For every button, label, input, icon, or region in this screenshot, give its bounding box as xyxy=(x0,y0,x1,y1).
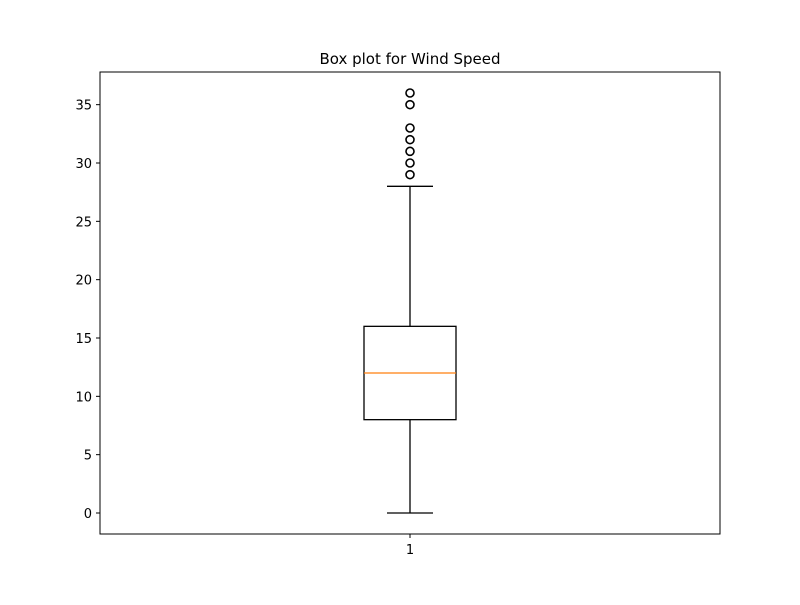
y-tick-label: 20 xyxy=(75,274,92,289)
chart-title: Box plot for Wind Speed xyxy=(319,50,500,68)
y-tick-label: 5 xyxy=(84,449,92,464)
outlier-point xyxy=(405,99,415,110)
outlier-point xyxy=(405,158,415,168)
y-tick-label: 0 xyxy=(84,507,92,522)
outlier-point xyxy=(405,88,415,98)
outlier-point xyxy=(405,134,415,145)
box-group xyxy=(363,88,457,514)
y-tick-label: 30 xyxy=(75,157,92,172)
outlier-point xyxy=(405,146,415,157)
y-tick-label: 35 xyxy=(75,99,92,114)
outlier-point xyxy=(405,169,415,180)
outlier-point xyxy=(405,123,415,133)
y-axis: 0 5 10 15 20 25 30 35 xyxy=(75,99,100,522)
x-tick-label: 1 xyxy=(406,543,414,558)
y-tick-label: 10 xyxy=(75,390,92,405)
y-tick-label: 25 xyxy=(75,215,92,230)
x-axis: 1 xyxy=(406,534,414,558)
y-tick-label: 15 xyxy=(75,332,92,347)
